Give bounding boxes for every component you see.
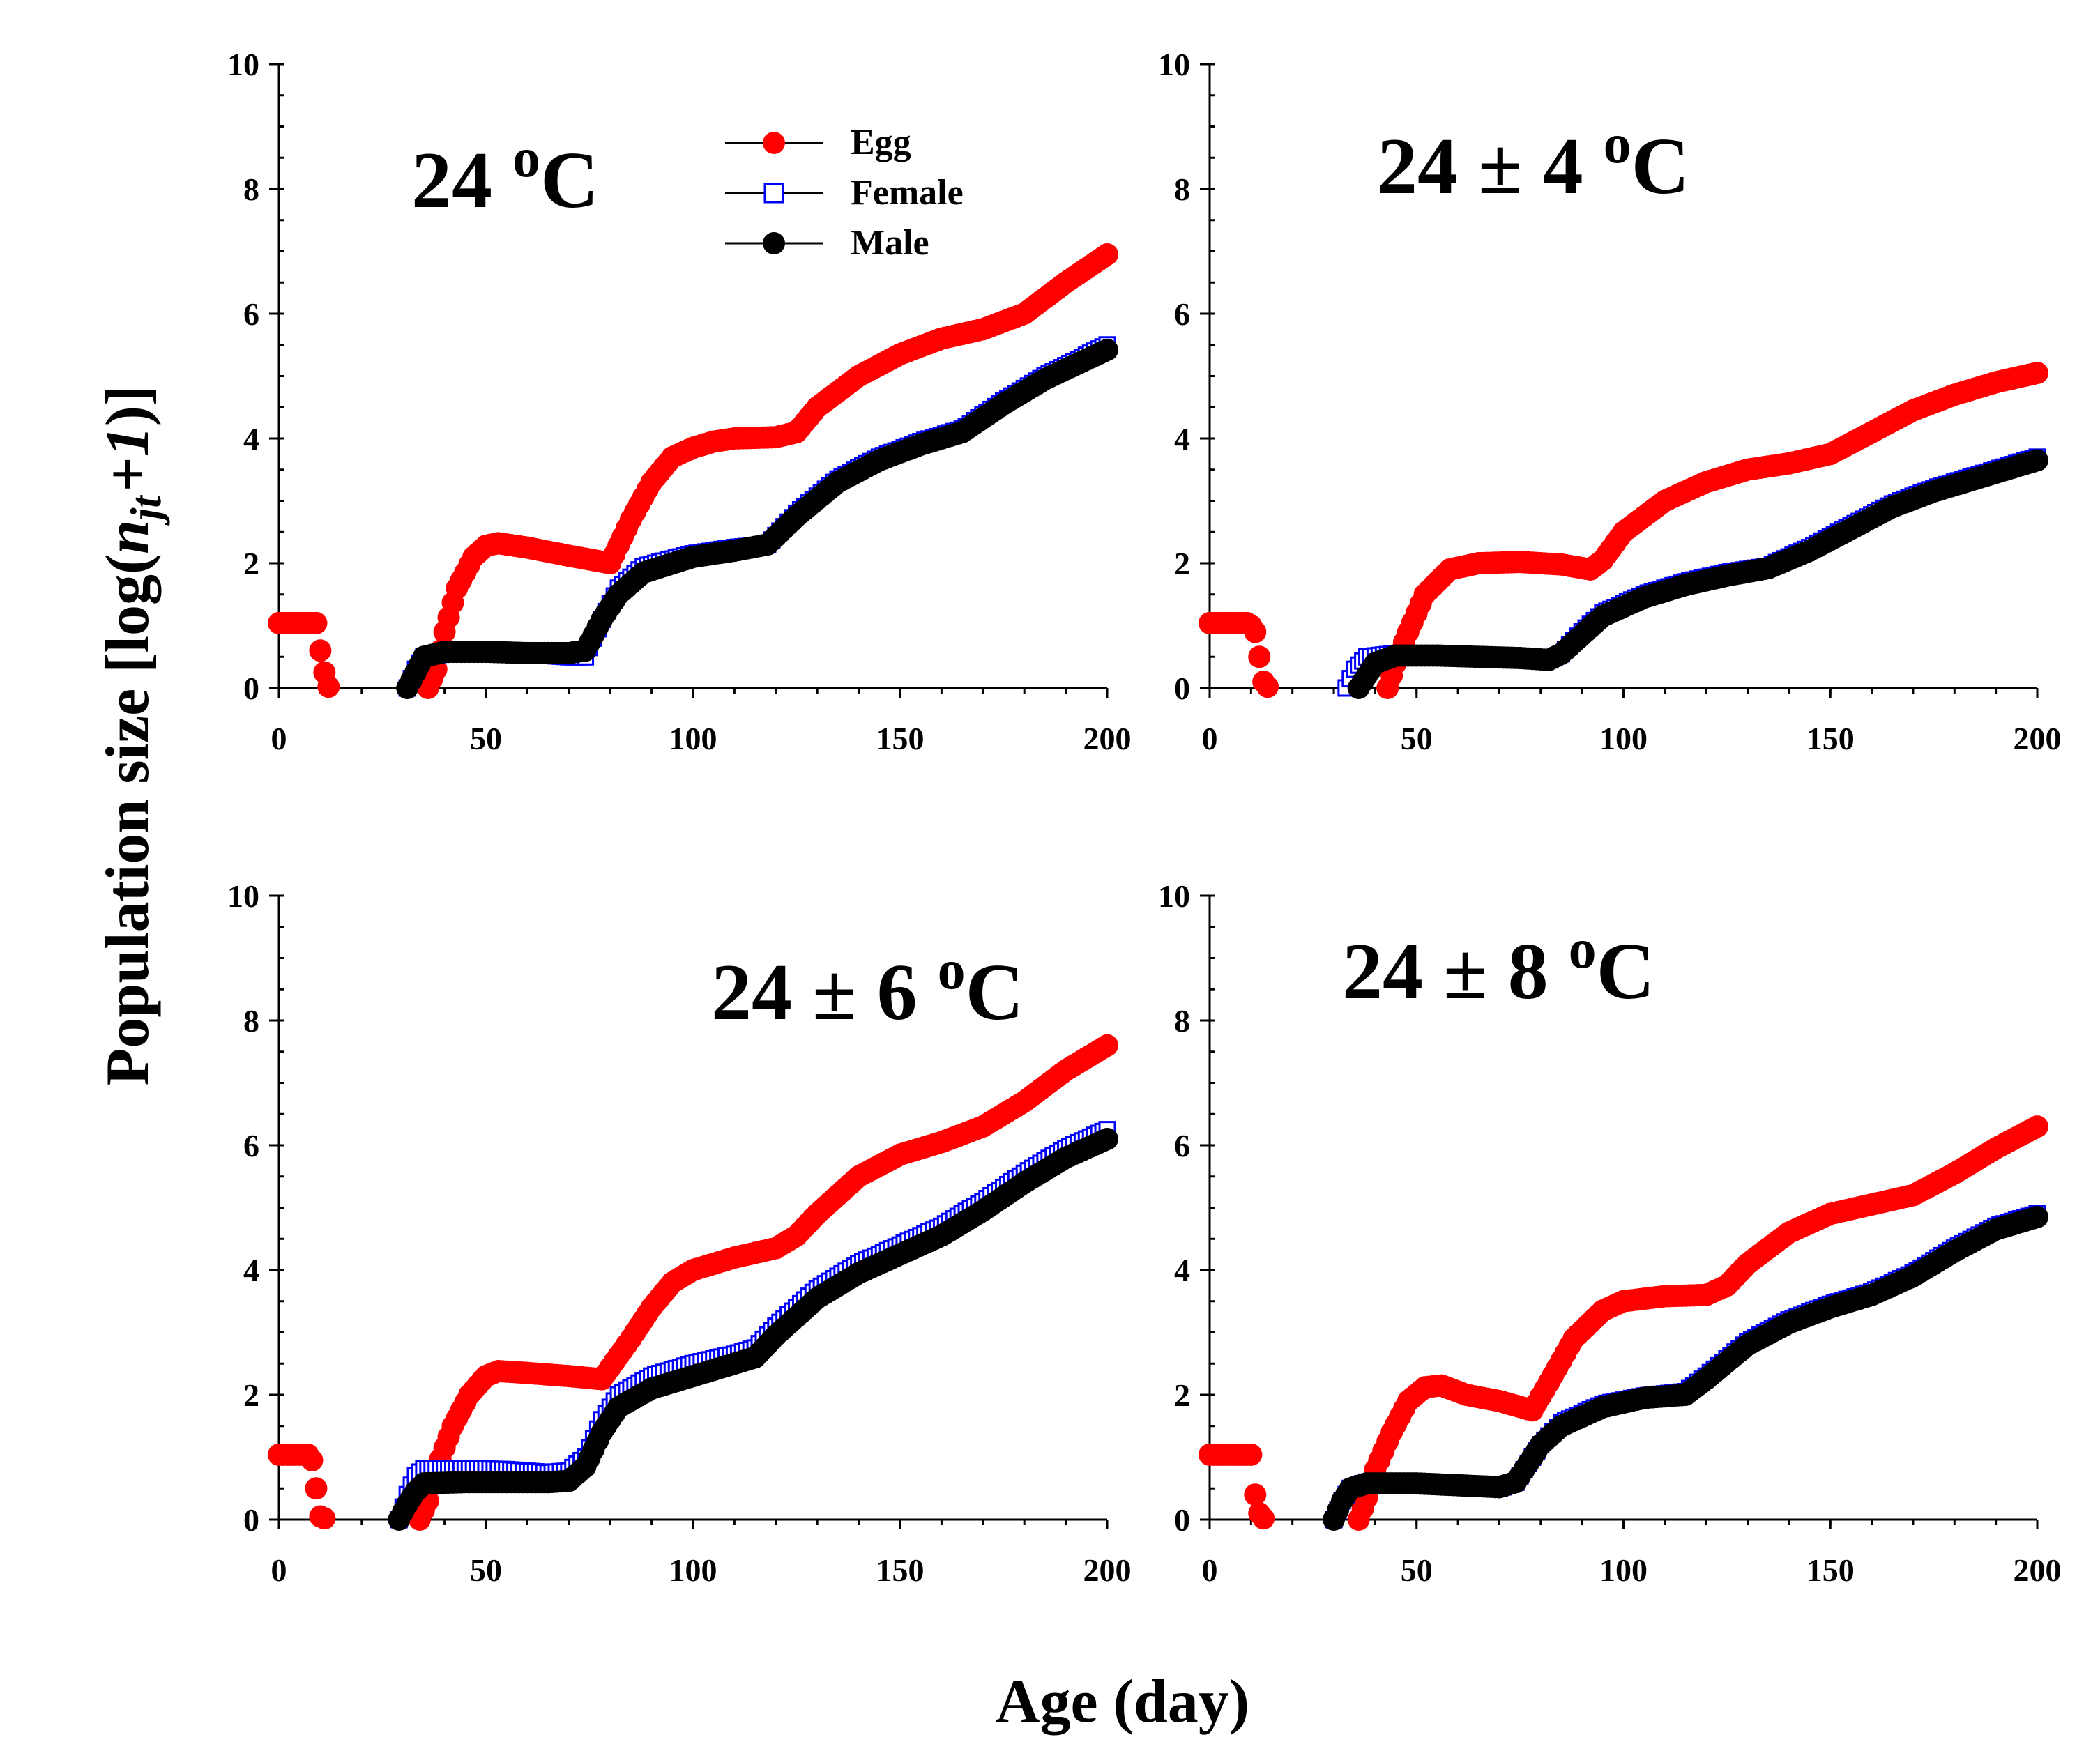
egg-point bbox=[300, 1448, 324, 1471]
male-point bbox=[2026, 449, 2048, 472]
y-tick-label: 2 bbox=[243, 546, 259, 581]
x-tick-label: 50 bbox=[1401, 1552, 1433, 1588]
x-tick-label: 150 bbox=[1806, 721, 1855, 756]
egg-point bbox=[1252, 1507, 1275, 1530]
x-tick-label: 200 bbox=[1083, 1552, 1132, 1588]
egg-point bbox=[1244, 1483, 1267, 1506]
egg-point bbox=[1256, 675, 1279, 698]
egg-point bbox=[1248, 645, 1271, 668]
y-tick-label: 8 bbox=[1174, 1003, 1190, 1039]
male-point bbox=[1096, 1128, 1118, 1151]
series-male bbox=[388, 1128, 1118, 1531]
series-male bbox=[1323, 1205, 2048, 1531]
y-tick-label: 10 bbox=[1158, 47, 1190, 82]
legend-label-egg: Egg bbox=[851, 123, 911, 162]
y-tick-label: 6 bbox=[1174, 1128, 1190, 1163]
egg-point bbox=[2026, 1115, 2048, 1138]
legend-marker-male bbox=[763, 232, 785, 254]
x-tick-label: 100 bbox=[669, 721, 717, 756]
egg-point bbox=[1096, 1034, 1118, 1057]
panel-title: 24 ± 4 oC bbox=[1377, 114, 1689, 211]
x-tick-label: 0 bbox=[271, 1552, 287, 1588]
egg-point bbox=[1240, 1443, 1263, 1466]
x-tick-label: 200 bbox=[2014, 721, 2062, 756]
x-axis-title: Age (day) bbox=[996, 1668, 1249, 1736]
x-tick-label: 100 bbox=[1599, 721, 1648, 756]
y-tick-label: 8 bbox=[243, 171, 259, 207]
legend-label-female: Female bbox=[851, 173, 964, 213]
legend-item-egg: Egg bbox=[725, 123, 911, 162]
y-tick-label: 6 bbox=[243, 1128, 259, 1163]
y-tick-label: 8 bbox=[243, 1003, 259, 1039]
egg-point bbox=[1244, 620, 1267, 643]
x-tick-label: 50 bbox=[470, 1552, 502, 1588]
x-tick-label: 150 bbox=[1806, 1552, 1855, 1588]
y-tick-label: 10 bbox=[227, 878, 259, 914]
y-tick-label: 8 bbox=[1174, 171, 1190, 207]
legend-item-male: Male bbox=[725, 223, 929, 263]
legend-label-male: Male bbox=[851, 223, 929, 263]
y-tick-label: 0 bbox=[1174, 671, 1190, 706]
egg-point bbox=[2026, 362, 2048, 385]
x-tick-label: 200 bbox=[2014, 1552, 2062, 1588]
x-tick-label: 50 bbox=[470, 721, 502, 756]
y-tick-label: 10 bbox=[227, 47, 259, 82]
y-tick-label: 2 bbox=[243, 1377, 259, 1413]
y-axis-title: Population size [log(njt+1)] bbox=[94, 385, 170, 1086]
series-egg bbox=[1199, 362, 2048, 699]
series-male bbox=[396, 338, 1118, 699]
legend-marker-egg bbox=[763, 132, 785, 154]
y-tick-label: 6 bbox=[243, 296, 259, 332]
legend: Egg Female Male bbox=[725, 123, 964, 263]
legend-marker-female bbox=[763, 183, 784, 204]
x-tick-label: 200 bbox=[1083, 721, 1132, 756]
y-tick-label: 2 bbox=[1174, 1377, 1190, 1413]
series-egg bbox=[268, 243, 1118, 699]
y-tick-label: 4 bbox=[243, 1253, 259, 1288]
series-egg bbox=[1199, 1115, 2048, 1531]
y-tick-label: 0 bbox=[243, 1502, 259, 1538]
male-point bbox=[2026, 1205, 2048, 1228]
y-tick-label: 0 bbox=[243, 671, 259, 706]
panel-title: 24 ± 8 oC bbox=[1342, 919, 1654, 1016]
x-tick-label: 0 bbox=[271, 721, 287, 756]
panel-title: 24 oC bbox=[411, 128, 599, 225]
x-tick-label: 0 bbox=[1202, 1552, 1218, 1588]
egg-point bbox=[1096, 243, 1118, 266]
series-egg bbox=[268, 1034, 1118, 1531]
series-male bbox=[1347, 449, 2048, 699]
x-tick-label: 100 bbox=[1599, 1552, 1648, 1588]
egg-point bbox=[305, 1477, 328, 1500]
panel-title: 24 ± 6 oC bbox=[711, 940, 1024, 1037]
x-tick-label: 50 bbox=[1401, 721, 1433, 756]
x-tick-label: 100 bbox=[669, 1552, 717, 1588]
egg-point bbox=[313, 1507, 336, 1530]
x-tick-label: 150 bbox=[876, 721, 925, 756]
y-tick-label: 4 bbox=[1174, 421, 1190, 457]
legend-item-female: Female bbox=[725, 173, 964, 213]
male-point bbox=[1096, 338, 1118, 361]
y-tick-label: 2 bbox=[1174, 546, 1190, 581]
y-tick-label: 10 bbox=[1158, 878, 1190, 914]
x-tick-label: 150 bbox=[876, 1552, 925, 1588]
x-tick-label: 0 bbox=[1202, 721, 1218, 756]
y-tick-label: 0 bbox=[1174, 1502, 1190, 1538]
egg-point bbox=[305, 611, 328, 634]
egg-point bbox=[309, 639, 332, 662]
y-tick-label: 6 bbox=[1174, 296, 1190, 332]
y-tick-label: 4 bbox=[243, 421, 259, 457]
y-tick-label: 4 bbox=[1174, 1253, 1190, 1288]
egg-point bbox=[317, 675, 340, 698]
